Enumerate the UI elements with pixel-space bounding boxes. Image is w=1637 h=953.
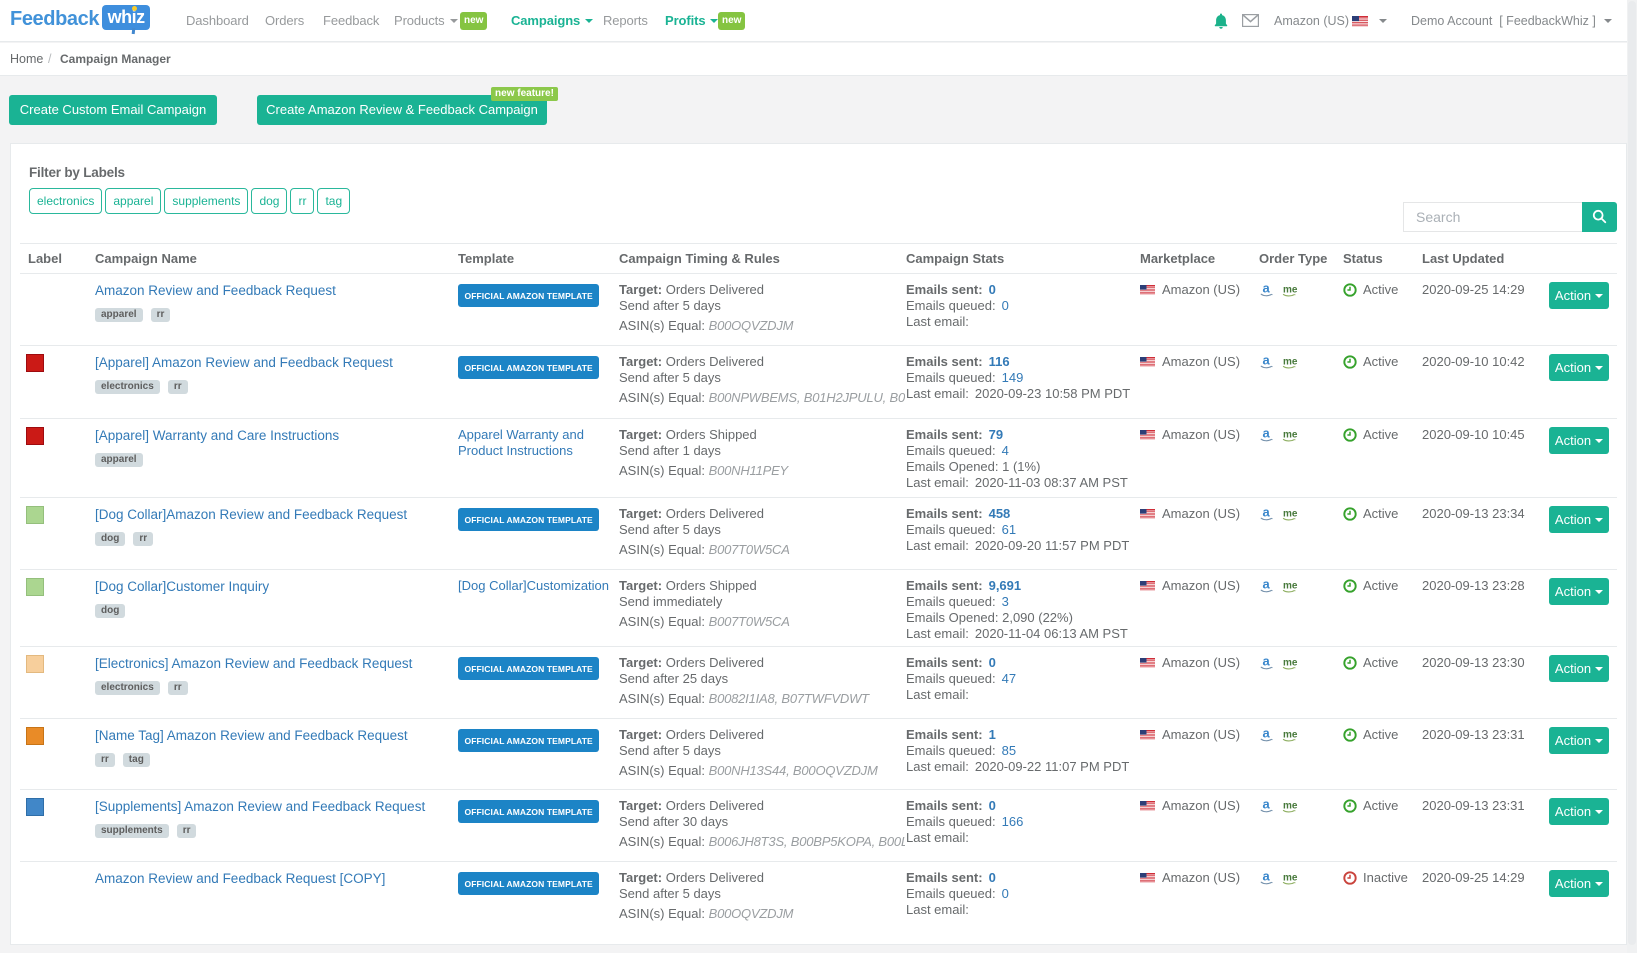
svg-text:a: a: [1263, 505, 1271, 520]
svg-text:me: me: [1283, 873, 1298, 884]
svg-text:me: me: [1283, 285, 1298, 296]
svg-text:me: me: [1283, 357, 1298, 368]
svg-text:me: me: [1283, 658, 1298, 669]
svg-text:a: a: [1263, 654, 1271, 669]
svg-text:me: me: [1283, 509, 1298, 520]
svg-text:a: a: [1263, 869, 1271, 884]
svg-text:a: a: [1263, 797, 1271, 812]
svg-text:me: me: [1283, 730, 1298, 741]
svg-text:a: a: [1263, 726, 1271, 741]
svg-text:a: a: [1263, 577, 1271, 592]
svg-text:me: me: [1283, 581, 1298, 592]
svg-text:me: me: [1283, 430, 1298, 441]
svg-text:a: a: [1263, 353, 1271, 368]
svg-text:me: me: [1283, 801, 1298, 812]
svg-text:a: a: [1263, 426, 1271, 441]
svg-text:a: a: [1263, 281, 1271, 296]
